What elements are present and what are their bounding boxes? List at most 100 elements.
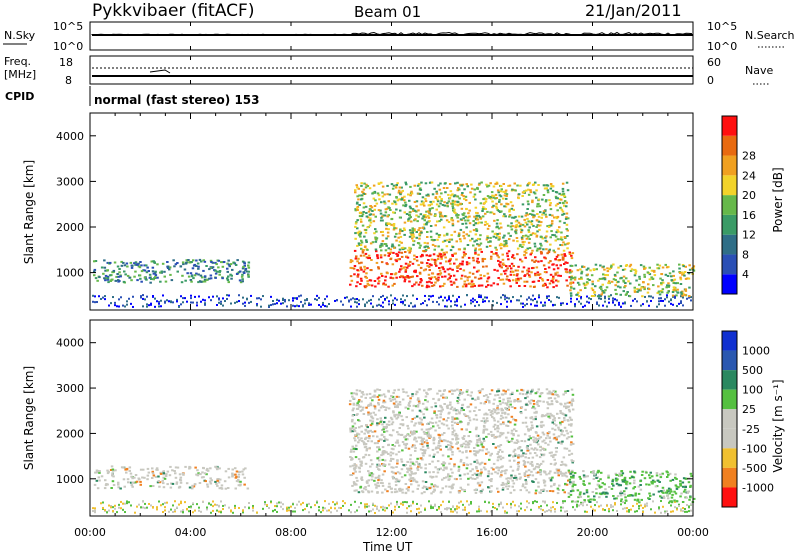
data-cell — [527, 229, 530, 232]
data-cell — [456, 505, 458, 508]
data-cell — [538, 228, 541, 231]
data-cell — [390, 491, 394, 494]
data-cell — [360, 194, 364, 197]
data-cell — [417, 229, 420, 232]
data-cell — [475, 239, 478, 242]
data-cell — [438, 220, 441, 223]
data-cell — [379, 246, 382, 249]
data-cell — [366, 226, 369, 229]
data-cell — [242, 265, 245, 268]
data-cell — [432, 455, 435, 458]
data-cell — [424, 463, 427, 466]
data-cell — [370, 259, 373, 261]
data-cell — [570, 388, 574, 391]
data-cell — [438, 505, 440, 508]
data-cell — [226, 277, 229, 280]
data-cell — [681, 294, 684, 297]
data-cell — [516, 277, 520, 280]
data-cell — [563, 263, 566, 265]
data-cell — [600, 504, 602, 507]
data-cell — [178, 503, 180, 506]
data-cell — [686, 277, 689, 280]
data-cell — [505, 469, 508, 472]
data-cell — [469, 440, 473, 443]
data-cell — [650, 276, 653, 279]
data-cell — [134, 474, 138, 476]
data-cell — [673, 278, 677, 281]
data-cell — [434, 405, 438, 408]
data-cell — [594, 509, 596, 512]
data-cell — [111, 271, 114, 274]
data-cell — [112, 475, 115, 478]
data-cell — [354, 434, 357, 437]
data-cell — [421, 445, 425, 448]
data-cell — [220, 500, 222, 503]
data-cell — [535, 266, 539, 269]
data-cell — [557, 254, 560, 257]
data-cell — [598, 295, 602, 298]
data-cell — [465, 449, 468, 452]
data-cell — [507, 413, 510, 416]
data-cell — [461, 403, 465, 406]
data-cell — [667, 282, 670, 285]
data-cell — [314, 504, 316, 507]
data-cell — [500, 226, 503, 229]
data-cell — [595, 268, 598, 271]
data-cell — [596, 501, 598, 504]
data-cell — [402, 302, 404, 305]
data-cell — [426, 245, 429, 248]
data-cell — [427, 247, 430, 249]
data-cell — [638, 283, 641, 286]
data-cell — [166, 267, 170, 269]
data-cell — [527, 241, 531, 244]
data-cell — [553, 458, 556, 461]
data-cell — [362, 254, 366, 257]
data-cell — [146, 474, 150, 477]
data-cell — [502, 264, 506, 266]
cpid-text: normal (fast stereo) 153 — [94, 93, 260, 107]
data-cell — [217, 481, 221, 484]
data-cell — [552, 263, 555, 266]
data-cell — [475, 473, 479, 476]
data-cell — [557, 395, 560, 398]
data-cell — [508, 238, 511, 241]
data-cell — [138, 266, 142, 269]
data-cell — [398, 505, 400, 508]
data-cell — [563, 434, 566, 437]
data-cell — [450, 283, 453, 286]
data-cell — [218, 270, 221, 273]
data-cell — [680, 291, 683, 294]
data-cell — [509, 273, 513, 276]
data-cell — [220, 511, 222, 514]
data-cell — [410, 220, 413, 223]
data-cell — [431, 193, 435, 196]
data-cell — [204, 299, 206, 302]
data-cell — [390, 418, 394, 421]
data-cell — [551, 220, 554, 223]
data-cell — [218, 301, 220, 304]
data-cell — [351, 395, 354, 398]
data-cell — [276, 298, 278, 301]
data-cell — [441, 266, 445, 269]
data-cell — [356, 432, 359, 435]
data-cell — [476, 441, 479, 444]
data-cell — [423, 219, 426, 222]
data-cell — [360, 430, 363, 433]
data-cell — [612, 299, 614, 302]
data-cell — [94, 507, 96, 510]
data-cell — [374, 413, 377, 416]
data-cell — [432, 397, 435, 400]
data-cell — [216, 295, 218, 298]
data-cell — [453, 389, 457, 392]
data-cell — [564, 270, 568, 273]
data-cell — [453, 230, 457, 233]
data-cell — [491, 435, 494, 437]
data-cell — [518, 472, 521, 475]
data-cell — [462, 503, 464, 506]
data-cell — [368, 392, 372, 395]
data-cell — [397, 251, 401, 254]
data-cell — [428, 277, 431, 280]
data-cell — [467, 477, 470, 480]
data-cell — [548, 390, 551, 393]
data-cell — [318, 304, 320, 307]
